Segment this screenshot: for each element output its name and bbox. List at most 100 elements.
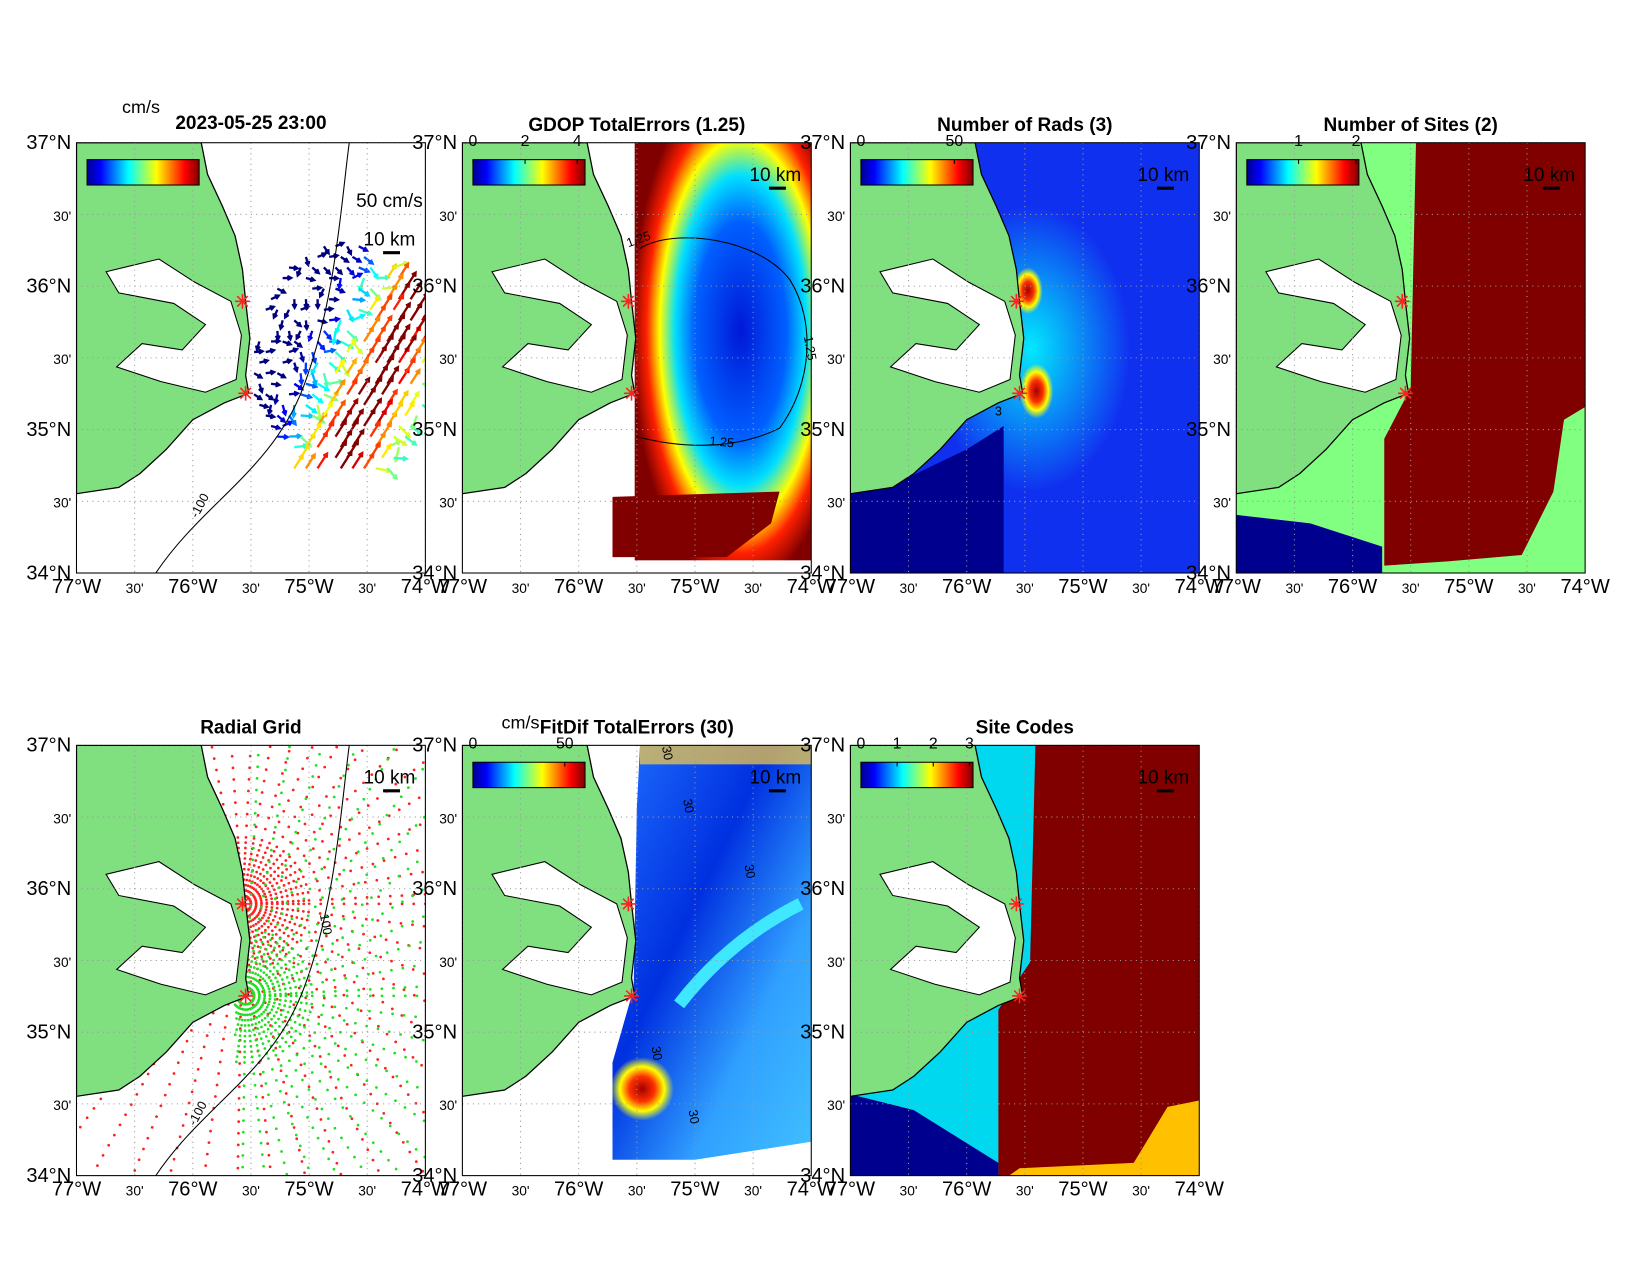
radial-grid-point	[266, 846, 269, 850]
radial-grid-point	[385, 813, 389, 817]
radial-grid-point	[274, 794, 277, 798]
y-tick-label: 30'	[439, 811, 457, 826]
radial-grid-point	[311, 1096, 315, 1100]
radial-grid-point	[253, 875, 256, 879]
radial-grid-point	[395, 941, 399, 944]
radial-grid-point	[289, 864, 293, 868]
radial-grid-point	[397, 874, 401, 878]
radial-grid-point	[304, 883, 308, 886]
map-panel: 77°W 30' 76°W 30' 75°W 30' 74°W 34°N 30' 35°N 30' 3…	[1186, 115, 1610, 598]
radial-grid-point	[412, 964, 416, 968]
radial-grid-point	[334, 1086, 338, 1089]
radial-grid-point	[297, 877, 300, 881]
radial-grid-point	[252, 949, 255, 953]
radial-grid-point	[301, 891, 305, 895]
radial-grid-point	[276, 972, 280, 975]
current-vector	[346, 418, 360, 438]
radial-grid-point	[418, 823, 422, 827]
radial-grid-point	[246, 884, 250, 888]
y-tick-label: 30'	[439, 496, 457, 511]
y-tick-label: 34°N	[412, 1165, 457, 1187]
x-tick-label: 76°W	[942, 1179, 991, 1201]
radial-grid-point	[267, 955, 271, 959]
colorbar-tick-label: 50	[946, 133, 964, 150]
site-marker	[620, 293, 636, 309]
radial-grid-point	[246, 873, 249, 877]
radial-grid-point	[237, 1044, 240, 1048]
radial-grid-point	[236, 841, 240, 845]
radial-grid-point	[336, 1077, 340, 1081]
radial-grid-point	[78, 1125, 82, 1129]
radial-grid-point	[259, 969, 263, 972]
radial-grid-point	[288, 1005, 292, 1009]
current-vector	[392, 333, 406, 353]
current-vector	[352, 296, 367, 303]
radial-grid-point	[261, 1070, 265, 1074]
radial-grid-point	[252, 1072, 256, 1076]
radial-grid-point	[278, 1024, 281, 1028]
radial-grid-point	[274, 1046, 278, 1050]
radial-grid-point	[277, 783, 281, 786]
current-vector	[323, 266, 332, 276]
radial-grid-point	[258, 885, 262, 889]
y-tick-label: 30'	[827, 1098, 845, 1113]
radial-grid-point	[237, 1108, 241, 1112]
radial-grid-point	[305, 1001, 308, 1005]
radial-grid-point	[385, 1069, 388, 1073]
radial-grid-point	[185, 1039, 189, 1043]
y-tick-label: 35°N	[800, 1022, 845, 1044]
current-vector	[346, 309, 354, 323]
radial-grid-point	[292, 979, 296, 983]
radial-grid-point	[370, 773, 374, 776]
radial-grid-point	[233, 1033, 237, 1037]
radial-grid-point	[306, 1018, 310, 1022]
radial-grid-point	[290, 917, 294, 921]
radial-grid-point	[234, 801, 237, 805]
radial-grid-point	[382, 1047, 386, 1051]
axes-frame	[75, 142, 426, 574]
radial-grid-point	[243, 1024, 247, 1027]
radial-grid-point	[258, 978, 262, 982]
radial-grid-point	[289, 873, 292, 877]
radial-grid-point	[236, 1155, 240, 1158]
radial-grid-point	[307, 962, 311, 966]
contour-label: 30	[742, 863, 758, 879]
radial-grid-point	[301, 910, 305, 913]
radial-grid-point	[379, 1011, 383, 1014]
radial-grid-point	[278, 802, 281, 806]
current-vector	[270, 294, 281, 301]
current-vector	[381, 375, 394, 395]
codes-field	[1008, 1100, 1200, 1176]
current-vector	[292, 362, 299, 374]
radial-grid-point	[368, 1009, 371, 1013]
radial-grid-point	[346, 1066, 350, 1069]
x-tick-label: 30'	[126, 581, 144, 596]
radial-grid-point	[364, 1132, 368, 1136]
current-vector	[265, 305, 276, 311]
y-tick-label: 36°N	[800, 275, 845, 297]
radial-grid-point	[268, 881, 272, 884]
radial-grid-point	[266, 1142, 270, 1146]
radial-grid-point	[320, 944, 324, 948]
x-tick-label: 76°W	[1328, 576, 1377, 598]
y-tick-label: 35°N	[412, 419, 457, 441]
radial-grid-point	[280, 879, 283, 882]
current-vector	[358, 245, 370, 252]
x-tick-label: 76°W	[554, 576, 603, 598]
radial-grid-point	[315, 987, 319, 991]
radial-grid-point	[328, 924, 332, 928]
radial-grid-point	[254, 922, 258, 926]
radial-grid-point	[298, 1023, 302, 1027]
current-vector	[393, 455, 409, 462]
radial-grid-point	[263, 892, 267, 896]
radial-grid-point	[332, 785, 335, 789]
y-tick-label: 30'	[439, 955, 457, 970]
radial-grid-point	[262, 999, 266, 1002]
radial-grid-point	[380, 767, 384, 771]
radial-grid-point	[281, 948, 285, 952]
radial-grid-point	[399, 795, 403, 799]
axes-frame	[849, 142, 1200, 574]
radial-grid-point	[215, 768, 218, 772]
radial-grid-point	[350, 817, 354, 821]
radial-grid-point	[416, 1085, 419, 1089]
